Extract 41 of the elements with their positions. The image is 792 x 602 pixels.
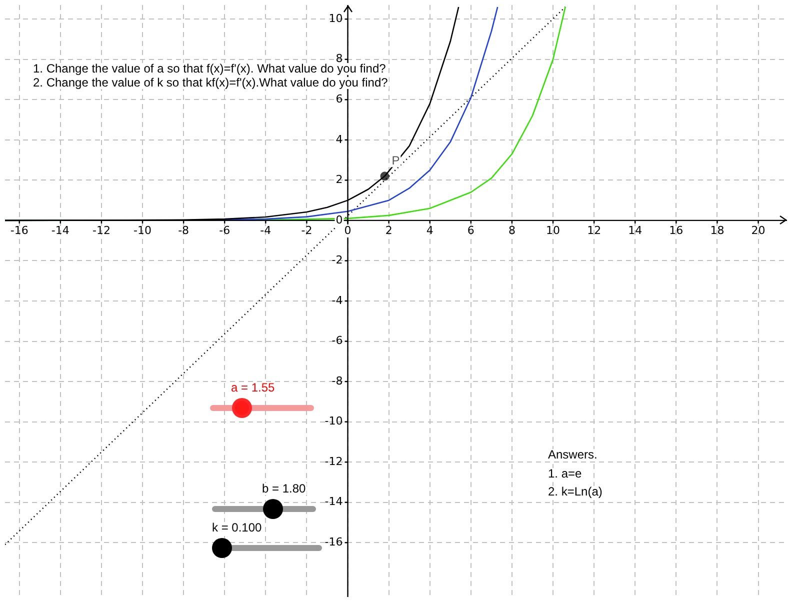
x-tick-label: 2 [385,224,392,237]
y-tick-label: -14 [324,495,343,508]
x-tick-label: 6 [467,224,474,237]
y-tick-label: 4 [336,132,343,146]
x-tick-label: 8 [508,224,516,237]
x-tick-label: 0 [344,224,352,237]
y-tick-label: -4 [332,294,343,307]
x-tick-label: 4 [426,224,434,237]
x-tick-label: -4 [260,224,272,237]
x-tick-label: 18 [710,224,724,237]
annotation: 2. Change the value of k so that kf(x)=f'(x).What value do you find? [33,75,388,90]
y-tick-label: 6 [336,92,343,106]
x-tick-label: -12 [92,224,110,237]
y-tick-label: -10 [324,414,343,428]
y-tick-label: -12 [324,454,343,468]
y-tick-label: -6 [332,334,343,348]
x-tick-label: 12 [587,224,602,237]
annotation: 1. a=e [548,466,582,480]
annotation: P [392,153,400,168]
y-tick-label: -8 [332,374,343,388]
x-tick-label: -14 [51,224,70,237]
x-tick-label: 20 [751,224,766,237]
annotation: b = 1.80 [262,481,306,496]
annotation: k = 0.100 [212,520,262,534]
x-tick-label: 14 [628,224,642,237]
x-tick-label: -16 [10,224,28,237]
annotation: Answers. [548,447,598,462]
y-tick-label: 10 [328,12,343,25]
y-tick-label: 0 [336,213,343,226]
x-tick-label: 16 [669,224,684,237]
annotation: 1. Change the value of a so that f(x)=f'(x). What value do you find? [33,61,386,76]
y-tick-label: 2 [336,173,343,186]
x-tick-label: -8 [178,224,190,237]
annotation: a = 1.55 [231,380,276,394]
x-tick-label: 10 [546,224,560,237]
x-tick-label: -6 [219,224,230,237]
x-tick-label: -2 [301,224,312,237]
y-tick-label: -16 [324,535,343,548]
annotation: 2. k=Ln(a) [548,484,602,498]
x-tick-label: -10 [134,224,152,237]
y-tick-label: -2 [332,254,343,267]
